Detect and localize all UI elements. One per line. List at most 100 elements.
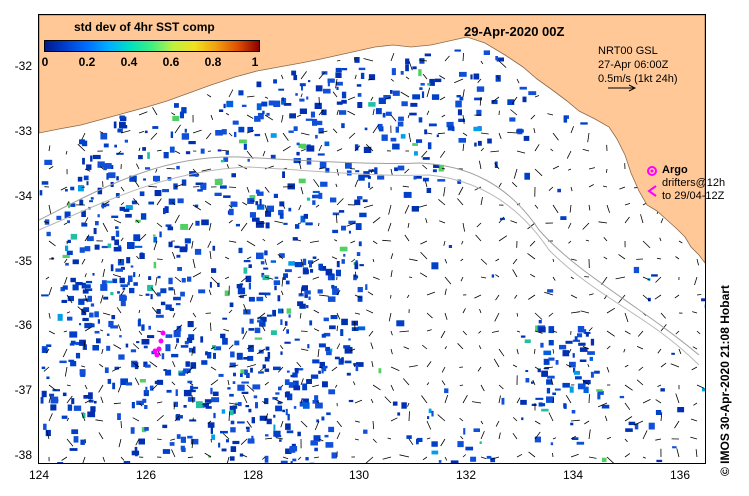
current-arrow xyxy=(242,394,248,404)
sst-patch xyxy=(188,389,196,393)
sst-patch xyxy=(401,402,407,409)
sst-patch xyxy=(392,401,398,406)
sst-patch xyxy=(101,201,105,209)
sst-patch xyxy=(187,276,192,282)
current-arrow xyxy=(118,438,122,448)
sst-patch xyxy=(590,371,594,378)
sst-patch xyxy=(229,393,234,397)
current-arrow xyxy=(274,398,284,404)
sst-patch xyxy=(57,462,64,463)
sst-patch xyxy=(325,346,330,351)
sst-patch xyxy=(289,113,296,119)
sst-patch xyxy=(117,259,125,266)
sst-patch xyxy=(141,324,145,331)
current-arrow xyxy=(480,258,488,265)
sst-patch xyxy=(520,335,526,338)
current-arrow xyxy=(552,276,556,281)
sst-patch xyxy=(260,261,265,265)
sst-patch xyxy=(221,409,226,414)
sst-patch xyxy=(476,109,482,116)
current-arrow xyxy=(81,258,86,265)
current-arrow xyxy=(642,294,651,302)
sst-patch xyxy=(117,129,121,133)
current-arrow xyxy=(315,204,320,208)
current-arrow xyxy=(101,348,104,355)
sst-patch xyxy=(97,319,100,324)
current-arrow xyxy=(282,326,286,332)
current-arrow xyxy=(134,180,140,188)
sst-patch xyxy=(535,397,544,400)
sst-patch xyxy=(130,427,135,434)
current-arrow xyxy=(695,449,698,458)
current-arrow xyxy=(404,204,410,214)
sst-patch xyxy=(238,90,244,96)
sst-patch xyxy=(294,368,299,374)
current-arrow xyxy=(84,438,87,444)
current-arrow xyxy=(138,131,145,134)
sst-patch xyxy=(355,170,360,173)
land-mass xyxy=(39,15,705,264)
sst-patch xyxy=(162,189,169,193)
sst-patch xyxy=(69,331,78,338)
sst-patch xyxy=(421,91,425,98)
sst-patch xyxy=(316,419,319,423)
sst-patch xyxy=(331,452,337,459)
sst-patch xyxy=(281,97,287,105)
sst-patch xyxy=(134,245,143,248)
current-arrow xyxy=(495,258,500,262)
sst-patch xyxy=(427,83,431,86)
current-arrow xyxy=(312,384,320,388)
current-arrow xyxy=(426,87,431,98)
sst-patch xyxy=(420,83,425,86)
sst-patch xyxy=(108,320,114,328)
current-arrow xyxy=(642,240,651,249)
current-arrow xyxy=(615,276,626,280)
current-arrow xyxy=(228,411,230,422)
sst-patch xyxy=(83,284,91,288)
current-arrow xyxy=(246,256,252,260)
sst-patch xyxy=(448,245,452,248)
sst-patch xyxy=(438,460,442,463)
current-arrow xyxy=(173,288,176,296)
sst-patch xyxy=(585,332,589,337)
sst-patch xyxy=(165,344,171,352)
sst-patch xyxy=(248,344,254,352)
sst-patch xyxy=(422,177,429,182)
current-arrow xyxy=(534,144,540,152)
sst-patch xyxy=(538,326,546,333)
current-arrow xyxy=(81,132,86,141)
sst-patch xyxy=(359,212,367,218)
sst-patch xyxy=(583,379,591,385)
current-arrow xyxy=(174,343,178,350)
sst-patch xyxy=(476,86,485,92)
current-arrow xyxy=(210,366,217,371)
sst-patch xyxy=(465,446,474,451)
sst-patch xyxy=(548,340,554,346)
current-arrow xyxy=(318,167,325,170)
sst-patch xyxy=(273,193,278,198)
argo-float-marker xyxy=(158,338,164,344)
sst-patch xyxy=(292,372,298,378)
sst-patch xyxy=(168,241,173,248)
current-arrow xyxy=(297,222,302,224)
sst-patch xyxy=(101,203,110,207)
current-arrow xyxy=(210,322,212,332)
current-arrow xyxy=(366,309,374,314)
sst-patch xyxy=(323,88,331,94)
sst-patch xyxy=(395,126,399,133)
current-arrow xyxy=(98,432,104,440)
current-arrow xyxy=(192,312,197,318)
sst-patch xyxy=(220,159,225,163)
sst-patch xyxy=(223,195,231,198)
sst-patch xyxy=(270,154,276,159)
sst-patch xyxy=(90,303,95,307)
current-arrow xyxy=(675,330,680,335)
current-arrow xyxy=(246,420,252,428)
sst-patch xyxy=(306,197,311,201)
sst-patch xyxy=(214,178,223,185)
current-arrow xyxy=(405,76,410,80)
current-arrow xyxy=(462,222,465,232)
sst-patch xyxy=(122,287,126,290)
sst-patch xyxy=(177,198,184,204)
sst-patch xyxy=(274,276,279,279)
